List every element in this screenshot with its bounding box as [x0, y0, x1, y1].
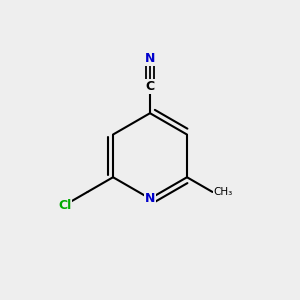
Text: C: C [146, 80, 154, 93]
Text: Cl: Cl [58, 199, 71, 212]
Text: CH₃: CH₃ [213, 187, 232, 197]
Text: N: N [145, 52, 155, 65]
Text: N: N [145, 192, 155, 205]
